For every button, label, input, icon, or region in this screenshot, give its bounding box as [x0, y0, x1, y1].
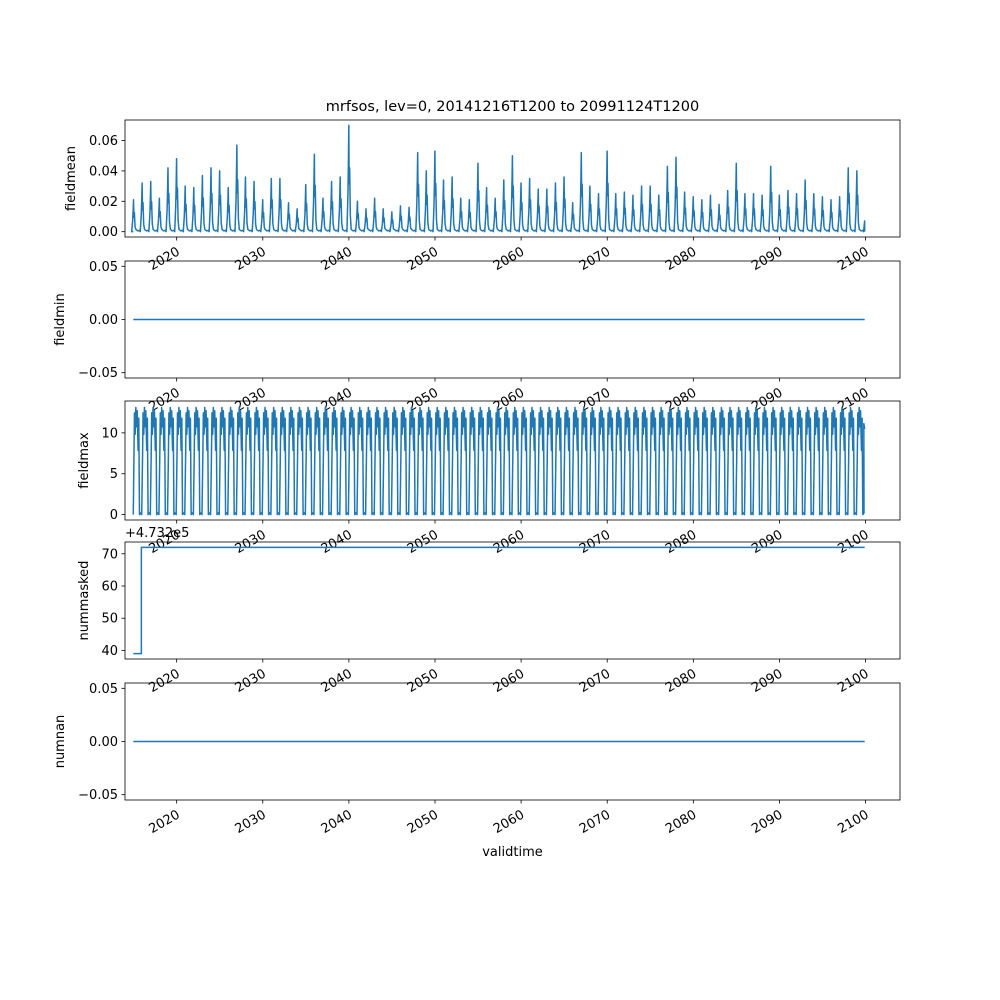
x-axis-label: validtime	[482, 845, 543, 860]
y-tick-label-fieldmax: 5	[110, 467, 118, 482]
y-tick-label-fieldmean: 0.04	[89, 164, 118, 179]
axes-frame-fieldmax	[124, 400, 901, 521]
y-offset-label-nummasked: +4.732e5	[125, 526, 189, 541]
y-tick-label-fieldmin: 0.05	[89, 260, 118, 275]
y-axis-label-fieldmax: fieldmax	[77, 432, 92, 489]
y-tick-label-nummasked: 40	[101, 644, 118, 659]
y-tick-label-fieldmax: 10	[101, 426, 118, 441]
axes-frame-nummasked	[124, 541, 901, 660]
y-tick-label-fieldmin: −0.05	[78, 366, 118, 381]
y-tick-label-fieldmean: 0.02	[89, 195, 118, 210]
y-tick-label-fieldmax: 0	[110, 508, 118, 523]
y-tick-label-numnan: −0.05	[78, 788, 118, 803]
y-tick-label-fieldmean: 0.00	[89, 225, 118, 240]
y-tick-label-fieldmean: 0.06	[89, 134, 118, 149]
y-tick-label-nummasked: 50	[101, 612, 118, 627]
y-axis-label-fieldmean: fieldmean	[64, 146, 79, 211]
series-line-fieldmean	[130, 124, 866, 233]
y-tick-label-nummasked: 70	[101, 547, 118, 562]
series-line-fieldmax	[132, 406, 866, 516]
y-axis-label-nummasked: nummasked	[77, 561, 92, 641]
series-line-nummasked	[133, 546, 865, 655]
y-axis-label-fieldmin: fieldmin	[53, 293, 68, 346]
y-tick-label-nummasked: 60	[101, 579, 118, 594]
y-axis-label-numnan: numnan	[53, 715, 68, 769]
chart-title: mrfsos, lev=0, 20141216T1200 to 20991124…	[326, 99, 699, 115]
y-tick-label-numnan: 0.05	[89, 682, 118, 697]
y-tick-label-numnan: 0.00	[89, 735, 118, 750]
axes-frame-fieldmean	[124, 119, 901, 238]
y-tick-label-fieldmin: 0.00	[89, 313, 118, 328]
